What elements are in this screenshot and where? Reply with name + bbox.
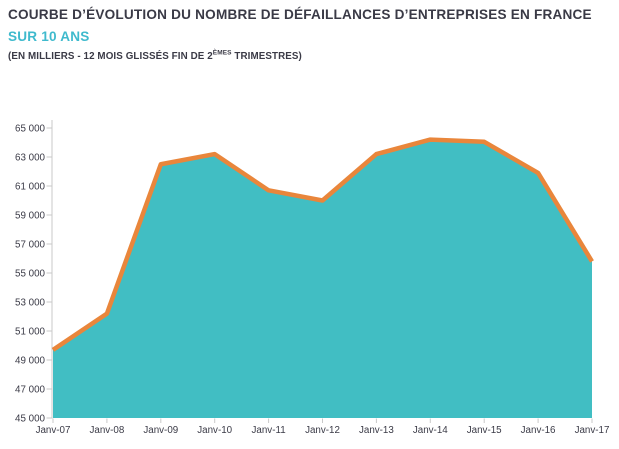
x-tick-label: Janv-17 <box>575 425 610 436</box>
x-tick-label: Janv-16 <box>521 425 556 436</box>
x-tick-label: Janv-15 <box>467 425 502 436</box>
x-tick-label: Janv-12 <box>305 425 340 436</box>
x-tick-label: Janv-10 <box>197 425 232 436</box>
y-tick-label: 49 000 <box>15 356 46 367</box>
y-tick-label: 61 000 <box>15 182 46 193</box>
y-tick-label: 51 000 <box>15 327 46 338</box>
y-tick-label: 47 000 <box>15 385 46 396</box>
x-tick-label: Janv-09 <box>143 425 178 436</box>
y-tick-label: 59 000 <box>15 211 46 222</box>
note-suffix: TRIMESTRES) <box>231 51 302 62</box>
y-tick-label: 57 000 <box>15 240 46 251</box>
note-prefix: (EN MILLIERS - 12 MOIS GLISSÉS FIN DE 2 <box>8 51 213 62</box>
y-tick-label: 45 000 <box>15 414 46 425</box>
note-superscript: ÈMES <box>212 49 232 57</box>
x-tick-label: Janv-13 <box>359 425 394 436</box>
y-tick-label: 53 000 <box>15 298 46 309</box>
x-tick-label: Janv-11 <box>252 425 286 436</box>
x-tick-label: Janv-08 <box>89 425 124 436</box>
chart-title: COURBE D’ÉVOLUTION DU NOMBRE DE DÉFAILLA… <box>8 7 592 22</box>
y-tick-label: 63 000 <box>15 153 46 164</box>
y-tick-label: 55 000 <box>15 269 46 280</box>
x-tick-label: Janv-14 <box>413 425 448 436</box>
area-fill <box>53 139 592 418</box>
chart-subtitle: SUR 10 ANS <box>8 29 90 44</box>
chart-unit-note: (EN MILLIERS - 12 MOIS GLISSÉS FIN DE 2È… <box>8 49 611 62</box>
trend-line <box>51 137 594 352</box>
chart-header: COURBE D’ÉVOLUTION DU NOMBRE DE DÉFAILLA… <box>8 7 611 62</box>
y-tick-label: 65 000 <box>15 124 46 135</box>
x-tick-label: Janv-07 <box>36 425 71 436</box>
